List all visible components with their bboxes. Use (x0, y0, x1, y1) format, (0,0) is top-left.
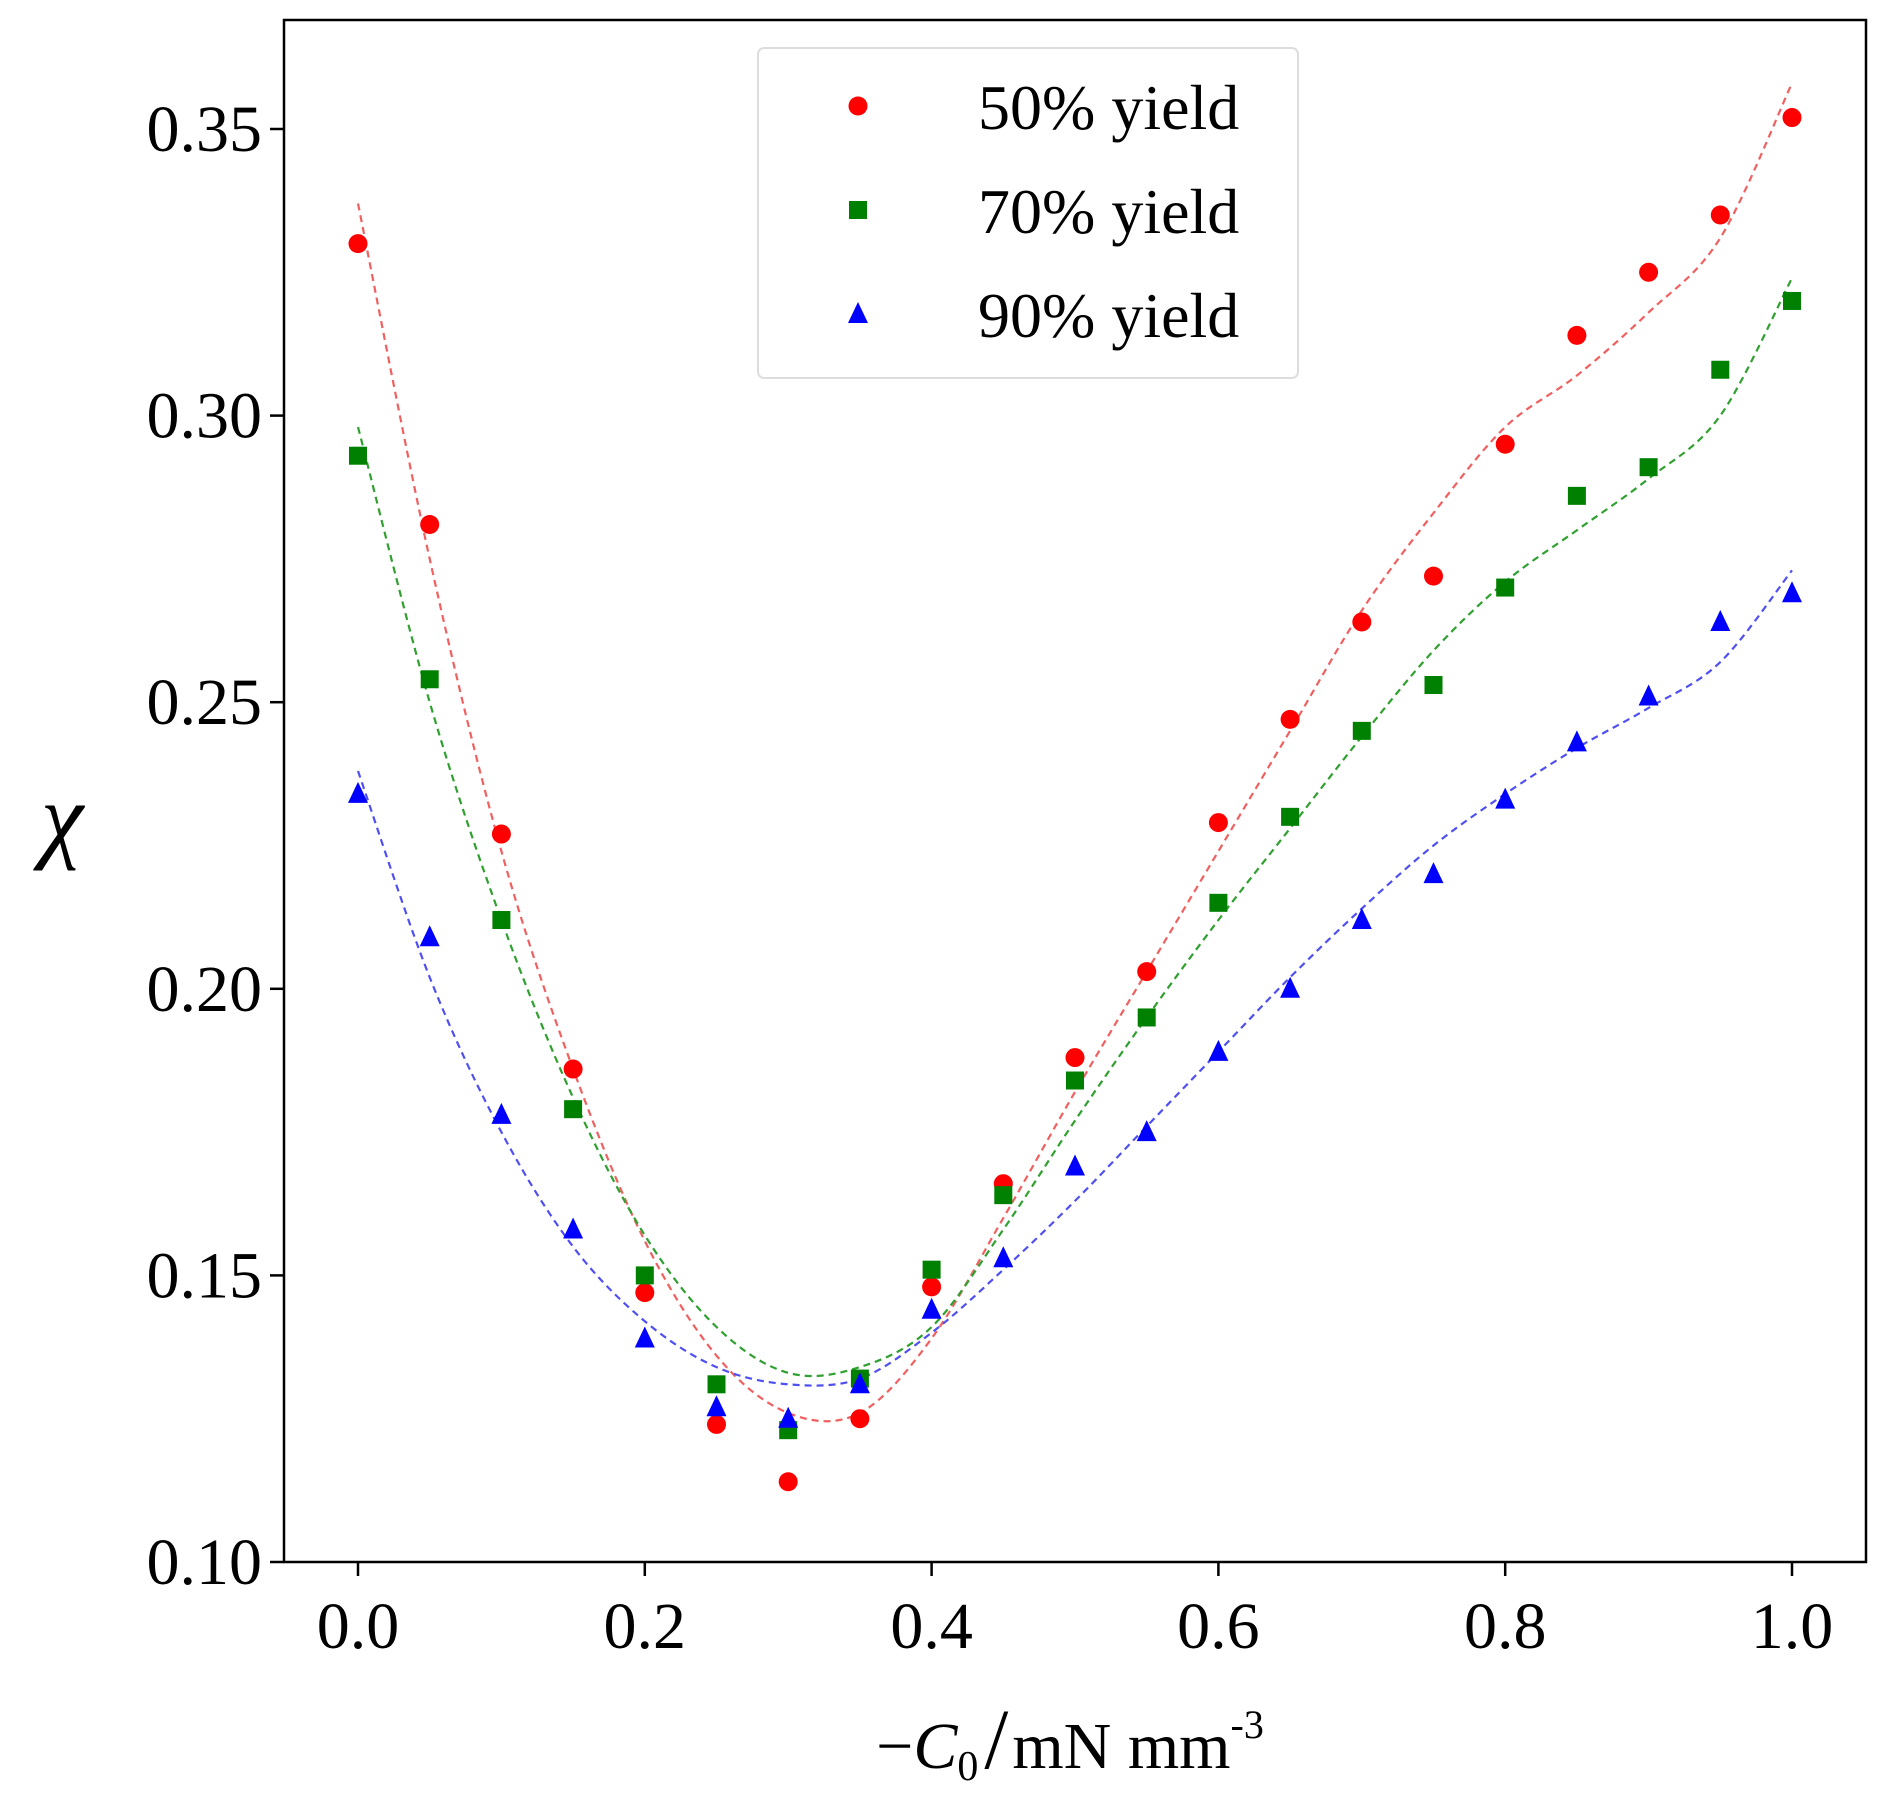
data-point-square (1567, 486, 1586, 505)
data-point-triangle (634, 1326, 655, 1348)
data-point-circle (420, 515, 440, 535)
data-point-triangle (1710, 609, 1731, 631)
x-axis-label-unit: mN mm (1012, 1710, 1230, 1783)
data-point-circle (1567, 325, 1587, 345)
data-point-triangle (993, 1246, 1014, 1268)
data-point-square (1281, 807, 1300, 826)
x-axis-label-subscript: 0 (957, 1744, 978, 1790)
fit-curve-square (356, 277, 1793, 1378)
data-point-circle (850, 1409, 870, 1429)
data-point-square (994, 1186, 1013, 1205)
x-tick-label: 1.0 (1751, 1590, 1834, 1663)
legend: 50% yield 70% yield 90% yield (757, 47, 1299, 379)
data-point-triangle (1065, 1154, 1085, 1176)
data-point-triangle (706, 1395, 727, 1417)
data-point-triangle (1423, 862, 1444, 884)
data-point-triangle (778, 1406, 799, 1428)
y-tick-label: 0.20 (147, 953, 263, 1026)
y-tick-label: 0.35 (147, 93, 263, 166)
x-tick-label: 0.8 (1464, 1590, 1547, 1663)
data-point-circle (1352, 612, 1372, 632)
data-point-square (492, 911, 511, 930)
x-tick-label: 0.4 (890, 1590, 973, 1663)
data-point-triangle (1280, 976, 1301, 998)
data-point-triangle (1136, 1120, 1157, 1142)
x-axis-label-variable: C (913, 1710, 958, 1783)
legend-marker-square (849, 201, 867, 219)
data-point-square (1639, 458, 1658, 477)
data-point-circle (491, 824, 511, 844)
data-point-triangle (1638, 684, 1659, 706)
legend-label: 50% yield (978, 72, 1239, 143)
x-axis-label-superscript: -3 (1231, 1702, 1264, 1747)
data-point-triangle (1351, 908, 1372, 930)
data-point-circle (1495, 434, 1515, 454)
data-point-triangle (1782, 581, 1802, 603)
data-point-square (1424, 676, 1443, 695)
y-tick-label: 0.10 (147, 1526, 263, 1599)
y-tick-label: 0.25 (147, 666, 263, 739)
data-point-circle (1639, 262, 1659, 282)
data-point-square (1209, 893, 1228, 912)
x-tick-label: 0.6 (1177, 1590, 1260, 1663)
data-point-triangle (849, 1372, 870, 1394)
data-point-square (1711, 360, 1730, 379)
data-point-triangle (419, 925, 440, 947)
plot-frame (282, 18, 1868, 1564)
y-tick-label: 0.15 (147, 1239, 263, 1312)
y-tick-label: 0.30 (147, 380, 263, 453)
x-axis-label: −C0/mN mm-3 (876, 1691, 1264, 1790)
x-tick-label: 0.0 (317, 1590, 400, 1663)
data-point-square (564, 1100, 583, 1119)
data-point-circle (563, 1059, 583, 1079)
data-point-square (635, 1266, 654, 1285)
data-point-square (922, 1260, 941, 1279)
data-point-square (349, 446, 367, 465)
data-point-circle (1280, 709, 1300, 729)
x-axis-label-minus: − (876, 1710, 913, 1783)
legend-label: 90% yield (978, 280, 1239, 351)
x-axis-label-slash: / (984, 1691, 1008, 1787)
data-point-circle (1710, 205, 1730, 225)
y-axis-label: χ (33, 764, 86, 871)
data-point-square (1066, 1071, 1084, 1090)
data-point-triangle (921, 1297, 942, 1319)
data-point-triangle (491, 1102, 512, 1124)
data-markers (348, 108, 1802, 1492)
data-point-circle (1137, 962, 1157, 982)
data-point-square (707, 1375, 726, 1394)
data-point-triangle (1208, 1039, 1229, 1061)
data-point-circle (348, 234, 368, 254)
data-point-triangle (1495, 787, 1516, 809)
data-point-circle (1424, 566, 1443, 586)
data-point-circle (778, 1472, 798, 1492)
legend-box (757, 47, 1299, 379)
data-point-circle (1782, 108, 1802, 128)
legend-items: 50% yield 70% yield 90% yield (848, 72, 1239, 351)
data-point-circle (707, 1414, 726, 1434)
legend-marker-triangle (848, 302, 868, 323)
data-point-square (1783, 291, 1801, 310)
axes: 0.0 0.2 0.4 0.6 0.8 1.0 0.10 0.15 0.20 0.25 0.30 0.… (147, 93, 1834, 1663)
legend-marker-circle (848, 96, 868, 116)
data-point-square (1496, 578, 1515, 597)
data-point-square (1137, 1008, 1156, 1027)
fit-curves (356, 82, 1793, 1423)
data-point-square (1352, 721, 1371, 740)
data-point-triangle (1566, 730, 1587, 752)
data-point-square (420, 670, 439, 689)
data-point-circle (922, 1277, 942, 1297)
data-point-triangle (348, 781, 368, 803)
data-point-triangle (563, 1217, 584, 1239)
fit-curve-circle (356, 82, 1793, 1423)
data-point-circle (1065, 1048, 1085, 1068)
x-tick-label: 0.2 (604, 1590, 687, 1663)
legend-label: 70% yield (978, 176, 1239, 247)
data-point-circle (1208, 813, 1228, 833)
fit-curve-triangle (356, 569, 1793, 1387)
data-point-circle (635, 1283, 655, 1303)
